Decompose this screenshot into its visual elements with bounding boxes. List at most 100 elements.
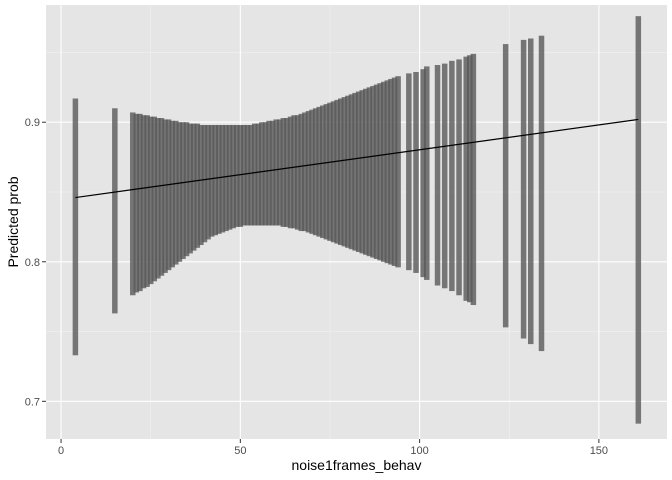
error-bar bbox=[291, 115, 297, 229]
error-bar bbox=[237, 125, 244, 227]
error-bar bbox=[434, 65, 441, 286]
error-bar bbox=[635, 16, 642, 424]
error-bar bbox=[190, 123, 197, 251]
error-bar bbox=[467, 55, 473, 303]
x-tick-label: 150 bbox=[590, 445, 608, 457]
error-bar bbox=[388, 78, 394, 265]
error-bar bbox=[298, 113, 305, 232]
error-bar bbox=[316, 106, 322, 237]
error-bar bbox=[133, 113, 140, 293]
error-bar bbox=[158, 118, 165, 276]
error-bar bbox=[528, 38, 534, 345]
error-bar bbox=[72, 98, 79, 356]
error-bar bbox=[216, 125, 222, 234]
error-bar bbox=[359, 90, 365, 254]
error-bar bbox=[262, 122, 269, 226]
error-bar bbox=[277, 119, 283, 226]
error-bar bbox=[269, 120, 276, 226]
error-bar bbox=[255, 123, 262, 226]
error-bar bbox=[201, 125, 208, 243]
error-bar bbox=[219, 125, 226, 233]
error-bar bbox=[137, 113, 143, 292]
error-bar bbox=[169, 120, 175, 268]
error-bar bbox=[337, 98, 344, 246]
error-bar bbox=[140, 115, 147, 289]
error-bar bbox=[538, 35, 545, 352]
error-bar bbox=[384, 80, 391, 264]
error-bar bbox=[320, 105, 326, 239]
error-bar bbox=[294, 115, 301, 230]
error-bar bbox=[284, 118, 290, 227]
error-bar bbox=[456, 59, 462, 296]
x-tick-label: 100 bbox=[410, 445, 428, 457]
error-bar bbox=[395, 76, 401, 268]
error-bar bbox=[259, 122, 265, 226]
error-bar bbox=[147, 116, 154, 285]
error-bar bbox=[463, 56, 469, 301]
error-bar bbox=[413, 71, 419, 273]
error-bar bbox=[151, 116, 158, 282]
error-bar bbox=[173, 120, 179, 265]
error-bar bbox=[323, 104, 330, 240]
error-bar bbox=[377, 83, 383, 261]
error-bar bbox=[424, 66, 430, 280]
x-tick-label: 50 bbox=[234, 445, 246, 457]
error-bar bbox=[198, 125, 204, 246]
y-tick-labels: 0.7 0.8 0.9 bbox=[25, 117, 40, 408]
error-bar bbox=[165, 119, 172, 271]
error-bar bbox=[180, 122, 186, 259]
fit-line-group bbox=[75, 118, 639, 199]
error-bar bbox=[251, 123, 258, 226]
error-bar bbox=[502, 44, 509, 328]
error-bar bbox=[144, 115, 150, 287]
error-bar bbox=[366, 87, 373, 257]
error-bar bbox=[380, 81, 387, 262]
error-bar bbox=[176, 122, 183, 262]
error-bar bbox=[470, 53, 477, 306]
error-bar bbox=[312, 108, 319, 236]
fit-line bbox=[75, 118, 639, 199]
error-bar bbox=[230, 125, 236, 229]
x-tick-label: 0 bbox=[58, 445, 64, 457]
error-bar bbox=[244, 125, 251, 226]
x-tick-labels: 0 50 100 150 bbox=[58, 445, 608, 457]
error-bar bbox=[241, 125, 247, 226]
error-bar bbox=[280, 118, 287, 227]
error-bar bbox=[441, 63, 448, 289]
x-axis-title: noise1frames_behav bbox=[292, 457, 422, 473]
y-tick-label: 0.7 bbox=[25, 396, 40, 408]
error-bar bbox=[223, 125, 229, 232]
y-axis-title: Predicted prob bbox=[5, 176, 21, 267]
error-bar bbox=[341, 97, 348, 247]
y-tick-label: 0.8 bbox=[25, 257, 40, 269]
error-bar bbox=[187, 123, 193, 254]
error-bar bbox=[373, 84, 380, 259]
error-bar bbox=[205, 125, 211, 240]
error-bar bbox=[112, 108, 118, 314]
error-bar bbox=[348, 94, 355, 250]
major-gridlines bbox=[46, 5, 667, 439]
error-bar bbox=[208, 125, 215, 237]
error-bar bbox=[330, 101, 337, 243]
error-bar bbox=[420, 69, 426, 278]
error-bar bbox=[406, 73, 412, 271]
error-bar bbox=[248, 125, 254, 226]
error-bar bbox=[194, 123, 201, 248]
axis-ticks bbox=[42, 121, 600, 443]
error-bar bbox=[287, 116, 294, 229]
error-bar bbox=[352, 92, 358, 251]
error-bar bbox=[130, 112, 136, 296]
error-bar bbox=[305, 111, 312, 233]
error-bar bbox=[327, 102, 333, 241]
error-bar bbox=[155, 118, 161, 279]
error-bar bbox=[370, 85, 376, 258]
error-bar bbox=[363, 88, 369, 255]
error-bar bbox=[391, 77, 398, 266]
error-bar bbox=[302, 112, 308, 232]
error-bar bbox=[334, 99, 340, 244]
error-bar bbox=[183, 122, 190, 257]
error-bar bbox=[162, 119, 168, 273]
error-bar bbox=[309, 109, 315, 234]
y-tick-label: 0.9 bbox=[25, 117, 40, 129]
